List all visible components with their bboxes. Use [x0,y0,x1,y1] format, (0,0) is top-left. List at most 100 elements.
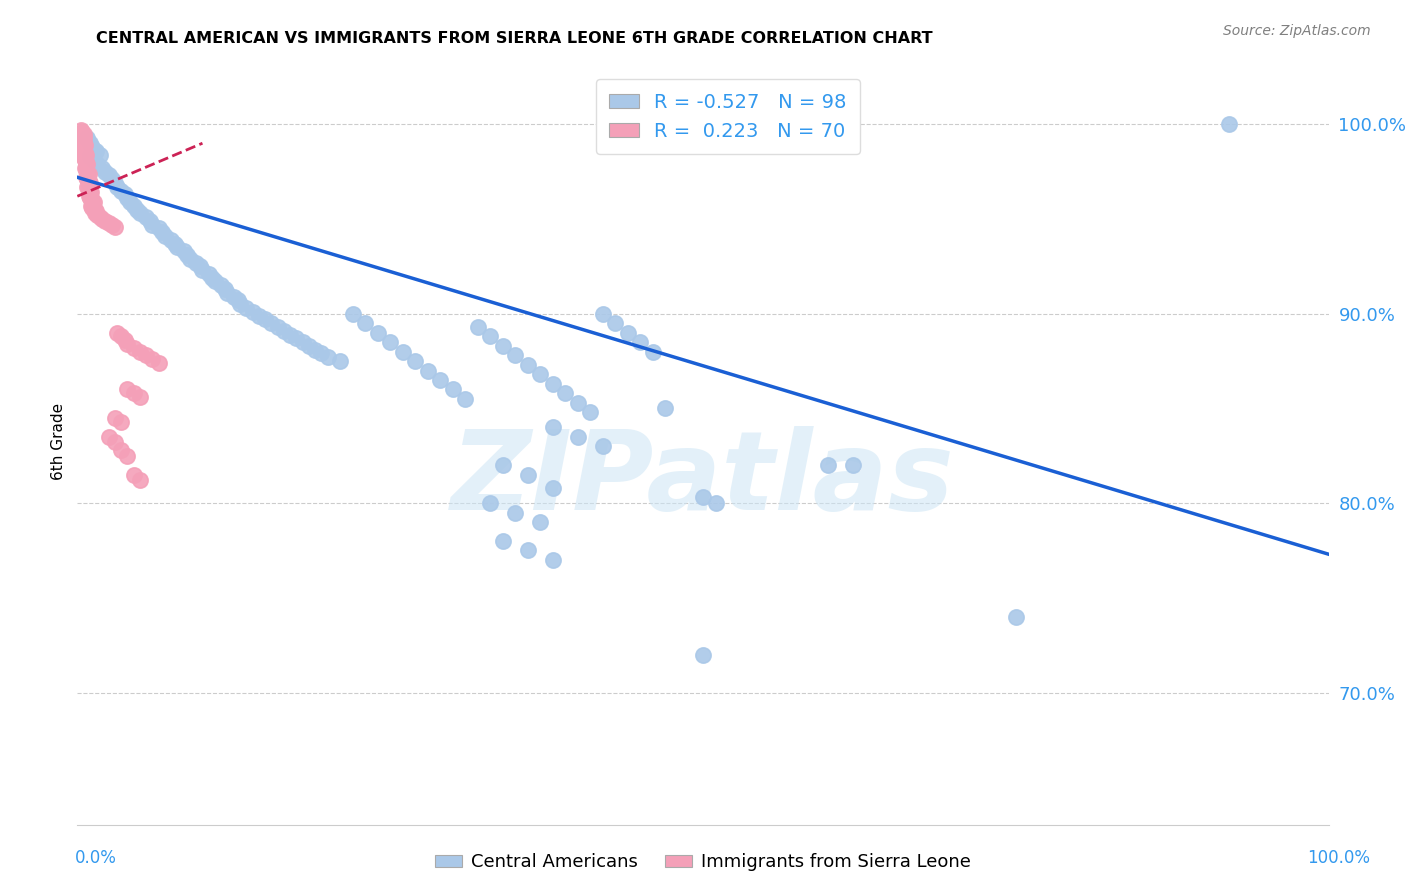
Point [72,140,94,154]
Point [253,312,276,326]
Point [704,496,727,510]
Point [84,204,107,219]
Point [135,210,157,224]
Point [72,136,94,151]
Point [209,278,232,293]
Point [76,164,98,178]
Point [72,130,94,145]
Text: 100.0%: 100.0% [1308,849,1369,867]
Point [516,358,538,372]
Point [188,260,211,274]
Point [492,458,515,473]
Text: 0.0%: 0.0% [75,849,117,867]
Point [1004,609,1026,624]
Point [592,307,614,321]
Point [73,138,96,153]
Point [148,221,170,235]
Point [541,420,564,434]
Point [75,170,97,185]
Point [72,128,94,143]
Point [72,134,94,148]
Point [79,136,101,151]
Point [76,169,98,183]
Point [479,329,502,343]
Point [104,435,127,450]
Point [105,326,128,340]
Point [83,194,105,209]
Point [101,172,124,186]
Point [416,363,439,377]
Point [1218,117,1240,131]
Point [94,214,117,228]
Point [97,169,120,183]
Point [247,309,270,323]
Point [617,326,640,340]
Point [82,197,104,211]
Point [605,316,627,330]
Point [82,193,104,207]
Point [516,543,538,558]
Y-axis label: 6th Grade: 6th Grade [51,403,66,480]
Legend: Central Americans, Immigrants from Sierra Leone: Central Americans, Immigrants from Sierr… [427,847,979,879]
Text: ZIPatlas: ZIPatlas [451,426,955,533]
Point [73,145,96,160]
Point [529,515,551,529]
Point [304,343,326,357]
Point [117,337,139,351]
Point [135,348,157,362]
Point [73,149,96,163]
Point [110,184,132,198]
Point [692,648,714,662]
Point [541,481,564,495]
Point [80,186,103,200]
Point [75,162,97,177]
Point [160,233,183,247]
Point [83,202,105,217]
Point [311,346,333,360]
Point [273,324,295,338]
Point [77,189,100,203]
Point [479,496,502,510]
Point [441,383,464,397]
Point [77,167,100,181]
Point [541,553,564,567]
Point [97,430,120,444]
Point [117,449,139,463]
Point [110,415,132,429]
Legend: R = -0.527   N = 98, R =  0.223   N = 70: R = -0.527 N = 98, R = 0.223 N = 70 [596,79,860,154]
Point [404,354,426,368]
Point [242,305,264,319]
Point [89,147,111,161]
Point [79,191,101,205]
Point [329,354,352,368]
Point [191,263,214,277]
Point [152,225,174,239]
Point [76,130,98,145]
Point [554,386,576,401]
Point [516,467,538,482]
Point [76,157,98,171]
Point [567,395,589,409]
Point [226,293,249,308]
Point [467,320,489,334]
Point [83,153,105,168]
Point [105,179,128,194]
Point [173,244,195,259]
Point [72,125,94,139]
Point [129,344,152,359]
Point [429,373,451,387]
Point [73,161,96,175]
Point [84,144,107,158]
Text: Source: ZipAtlas.com: Source: ZipAtlas.com [1223,24,1371,38]
Point [114,333,136,347]
Point [179,252,201,266]
Point [122,467,145,482]
Point [298,339,321,353]
Point [186,255,208,269]
Point [75,155,97,169]
Point [229,297,252,311]
Point [454,392,477,406]
Point [316,351,339,365]
Point [127,202,149,217]
Point [89,210,111,224]
